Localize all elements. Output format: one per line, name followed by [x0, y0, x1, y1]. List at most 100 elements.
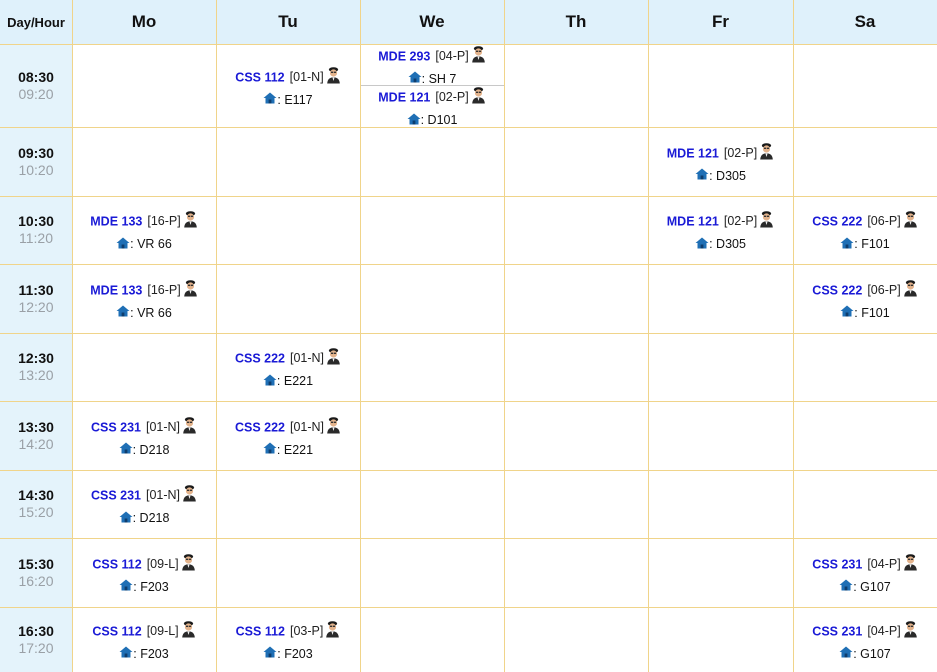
course-entry[interactable]: MDE 293 [04-P]: SH 7	[360, 45, 504, 90]
time-cell: 15:30 16:20	[0, 538, 72, 607]
teacher-icon[interactable]	[182, 416, 197, 440]
room-icon	[840, 235, 854, 255]
course-entry[interactable]: CSS 112 [09-L]: F203	[72, 620, 216, 665]
course-code-link[interactable]: MDE 121	[666, 145, 719, 160]
course-entry[interactable]: CSS 112 [09-L]: F203	[72, 553, 216, 598]
room-label: F203	[280, 646, 313, 661]
room-icon	[408, 69, 422, 89]
course-code-link[interactable]: MDE 121	[666, 214, 719, 229]
room-prefix: :	[130, 305, 134, 320]
course-code-link[interactable]: CSS 231	[812, 623, 863, 638]
room-prefix: :	[854, 305, 858, 320]
room-label: F203	[136, 579, 169, 594]
teacher-icon[interactable]	[326, 416, 341, 440]
course-entry[interactable]: CSS 222 [06-P]: F101	[793, 279, 937, 324]
section-label: [02-P]	[435, 90, 469, 105]
room-label: VR 66	[133, 305, 172, 320]
room-label: D305	[712, 168, 746, 183]
course-code-link[interactable]: CSS 112	[92, 556, 142, 571]
course-entry[interactable]: MDE 121 [02-P]: D305	[648, 210, 793, 255]
teacher-icon[interactable]	[182, 484, 197, 508]
course-entry[interactable]: CSS 112 [01-N]: E117	[216, 66, 360, 111]
section-label: [06-P]	[867, 214, 901, 229]
room-label: F101	[857, 305, 890, 320]
teacher-icon[interactable]	[471, 86, 486, 110]
room-label: D101	[424, 113, 458, 127]
room-line: : F101	[793, 303, 937, 324]
teacher-icon[interactable]	[903, 210, 918, 234]
course-code-link[interactable]: CSS 222	[234, 419, 285, 434]
time-cell: 09:30 10:20	[0, 127, 72, 196]
time-end: 15:20	[18, 504, 54, 520]
teacher-icon[interactable]	[325, 620, 340, 644]
course-entry[interactable]: MDE 133 [16-P]: VR 66	[72, 210, 216, 255]
course-line: MDE 293 [04-P]	[360, 45, 504, 69]
course-entry[interactable]: CSS 231 [01-N]: D218	[72, 484, 216, 529]
section-label: [16-P]	[147, 282, 181, 297]
time-cell: 12:30 13:20	[0, 333, 72, 401]
room-icon	[407, 111, 421, 131]
room-prefix: :	[420, 113, 425, 127]
section-label: [02-P]	[723, 214, 758, 229]
course-code-link[interactable]: CSS 112	[92, 623, 142, 638]
teacher-icon[interactable]	[181, 620, 196, 644]
course-code-link[interactable]: CSS 222	[812, 282, 863, 297]
course-code-link[interactable]: CSS 231	[90, 488, 141, 503]
room-prefix: :	[130, 237, 134, 251]
course-code-link[interactable]: MDE 133	[90, 282, 143, 297]
teacher-icon[interactable]	[903, 620, 918, 644]
course-entry[interactable]: CSS 222 [01-N]: E221	[216, 416, 360, 461]
course-entry[interactable]: CSS 112 [03-P]: F203	[216, 620, 360, 665]
teacher-icon[interactable]	[759, 142, 774, 166]
course-entry[interactable]: CSS 222 [06-P]: F101	[793, 210, 937, 255]
room-label: E221	[280, 442, 314, 457]
course-code-link[interactable]: MDE 293	[378, 48, 431, 63]
room-line: : VR 66	[72, 234, 216, 255]
course-entry[interactable]: CSS 231 [04-P]: G107	[793, 620, 937, 665]
room-prefix: :	[709, 237, 713, 251]
course-code-link[interactable]: CSS 222	[234, 351, 285, 366]
teacher-icon[interactable]	[181, 553, 196, 577]
course-entry[interactable]: CSS 231 [01-N]: D218	[72, 416, 216, 461]
course-code-link[interactable]: CSS 231	[90, 419, 141, 434]
day-header-sa: Sa	[793, 0, 937, 44]
room-icon	[119, 509, 133, 529]
room-icon	[263, 372, 277, 392]
course-code-link[interactable]: MDE 121	[378, 90, 431, 105]
course-entry[interactable]: MDE 133 [16-P]: VR 66	[72, 279, 216, 324]
course-line: CSS 112 [01-N]	[216, 66, 360, 90]
course-code-link[interactable]: CSS 222	[812, 214, 863, 229]
time-cell: 14:30 15:20	[0, 470, 72, 538]
room-prefix: :	[709, 168, 713, 183]
time-cell: 08:30 09:20	[0, 44, 72, 127]
time-start: 10:30	[18, 213, 54, 229]
room-line: : E117	[216, 90, 360, 111]
teacher-icon[interactable]	[183, 210, 198, 234]
course-entry[interactable]: CSS 222 [01-N]: E221	[216, 347, 360, 392]
time-end: 09:20	[18, 85, 54, 102]
room-label: G107	[856, 579, 891, 594]
time-start: 15:30	[18, 555, 54, 572]
course-entry[interactable]: CSS 231 [04-P]: G107	[793, 553, 937, 598]
course-code-link[interactable]: CSS 112	[235, 623, 285, 638]
teacher-icon[interactable]	[326, 347, 341, 371]
course-code-link[interactable]: CSS 112	[235, 69, 285, 84]
course-entry[interactable]: MDE 121 [02-P]: D305	[648, 142, 793, 187]
room-icon	[116, 303, 130, 323]
teacher-icon[interactable]	[759, 210, 774, 234]
teacher-icon[interactable]	[326, 66, 341, 90]
teacher-icon[interactable]	[903, 553, 918, 577]
teacher-icon[interactable]	[471, 45, 486, 69]
teacher-icon[interactable]	[903, 279, 918, 303]
course-code-link[interactable]: MDE 133	[90, 214, 143, 229]
course-entry[interactable]: MDE 121 [02-P]: D101	[360, 86, 504, 131]
room-prefix: :	[853, 579, 857, 594]
room-line: : D218	[72, 440, 216, 461]
room-prefix: :	[277, 646, 281, 661]
course-code-link[interactable]: CSS 231	[812, 556, 863, 571]
teacher-icon[interactable]	[183, 279, 198, 303]
room-icon	[263, 440, 277, 460]
room-prefix: :	[854, 237, 858, 251]
grid-row-line	[0, 607, 937, 608]
